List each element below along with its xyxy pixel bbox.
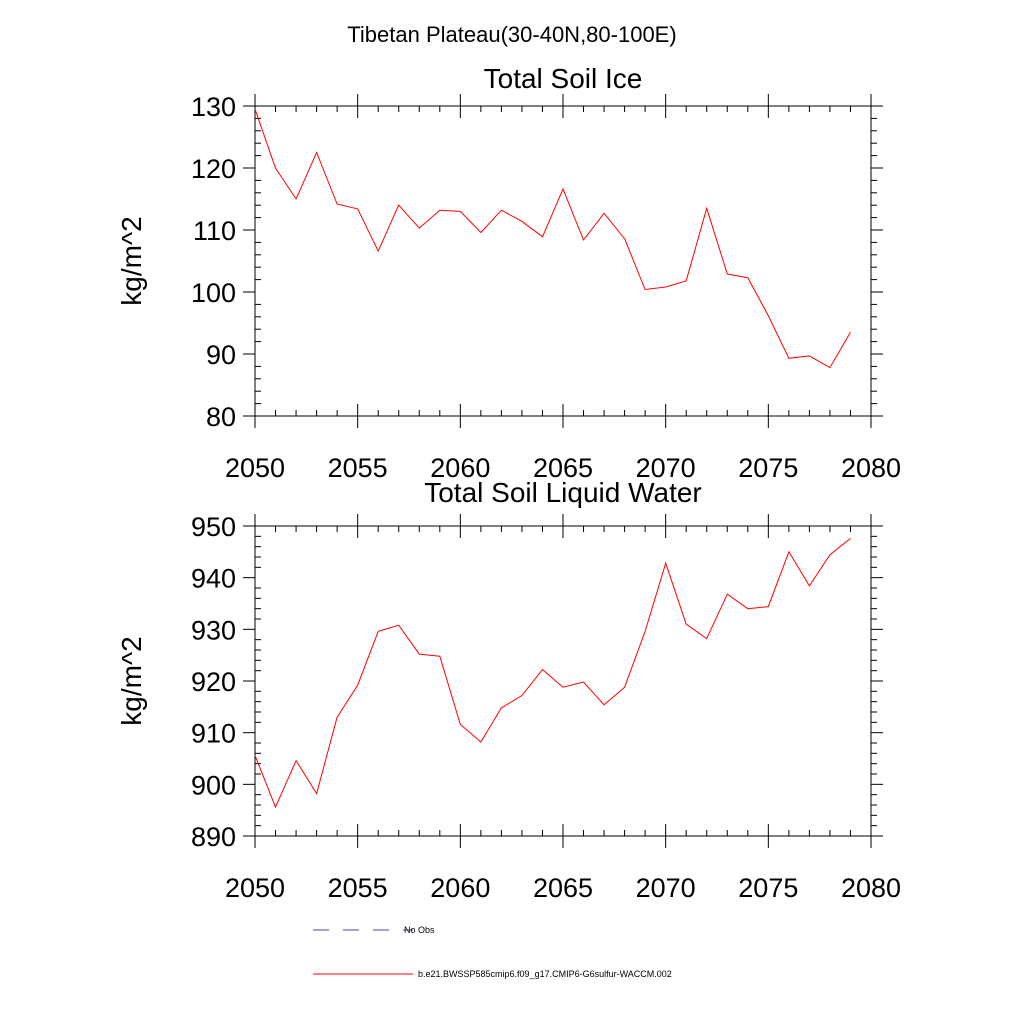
y-tick-label: 130: [191, 92, 236, 122]
y-tick-label: 100: [191, 278, 236, 308]
y-axis-label: kg/m^2: [116, 636, 147, 725]
data-series: [254, 108, 851, 369]
legend-item-no-obs: No Obs: [313, 925, 435, 935]
y-tick-label: 950: [191, 512, 236, 542]
x-tick-label: 2075: [738, 453, 798, 483]
plot-frame: [254, 105, 872, 417]
y-tick-label: 910: [191, 719, 236, 749]
y-tick-label: 930: [191, 615, 236, 645]
data-series: [254, 538, 851, 809]
y-tick-label: 940: [191, 564, 236, 594]
x-tick-label: 2050: [225, 873, 285, 903]
chart-panel-soil-ice: Total Soil Ice kg/m^2 2050 2055 2060 2065 20…: [116, 63, 901, 483]
legend-label: No Obs: [404, 925, 435, 935]
x-tick-label: 2065: [533, 453, 593, 483]
x-tick-label: 2070: [636, 453, 696, 483]
axis-ticks: [243, 514, 883, 848]
x-tick-label: 2075: [738, 873, 798, 903]
figure-title: Tibetan Plateau(30-40N,80-100E): [347, 22, 676, 47]
plot-frame: [254, 525, 872, 837]
y-tick-label: 920: [191, 667, 236, 697]
x-tick-label: 2050: [225, 453, 285, 483]
series-line: [254, 108, 851, 369]
chart-panel-soil-liquid-water: Total Soil Liquid Water kg/m^2 2050 2055 2…: [116, 477, 901, 903]
axis-ticks: [243, 94, 883, 428]
legend-label: b.e21.BWSSP585cmip6.f09_g17.CMIP6-G6sulf…: [418, 969, 672, 979]
y-tick-label: 110: [193, 216, 236, 246]
legend-item-model-run: b.e21.BWSSP585cmip6.f09_g17.CMIP6-G6sulf…: [313, 969, 672, 979]
series-line: [254, 538, 851, 809]
chart-title: Total Soil Liquid Water: [424, 477, 702, 508]
legend: No Obs b.e21.BWSSP585cmip6.f09_g17.CMIP6…: [313, 925, 672, 979]
x-tick-label: 2080: [841, 873, 901, 903]
x-tick-label: 2060: [430, 873, 490, 903]
y-tick-label: 890: [191, 822, 236, 852]
y-tick-label: 90: [206, 340, 236, 370]
x-tick-label: 2055: [328, 873, 388, 903]
x-tick-label: 2080: [841, 453, 901, 483]
chart-title: Total Soil Ice: [484, 63, 643, 94]
axis-tick-labels: 2050 2055 2060 2065 2070 2075 2080 80 90 100 110 12…: [191, 92, 901, 483]
x-tick-label: 2070: [636, 873, 696, 903]
y-axis-label: kg/m^2: [116, 216, 147, 305]
x-tick-label: 2055: [328, 453, 388, 483]
x-tick-label: 2060: [430, 453, 490, 483]
y-tick-label: 900: [191, 770, 236, 800]
x-tick-label: 2065: [533, 873, 593, 903]
y-tick-label: 80: [206, 402, 236, 432]
axis-tick-labels: 2050 2055 2060 2065 2070 2075 2080 890 900 910 920…: [191, 512, 901, 903]
y-tick-label: 120: [191, 154, 236, 184]
